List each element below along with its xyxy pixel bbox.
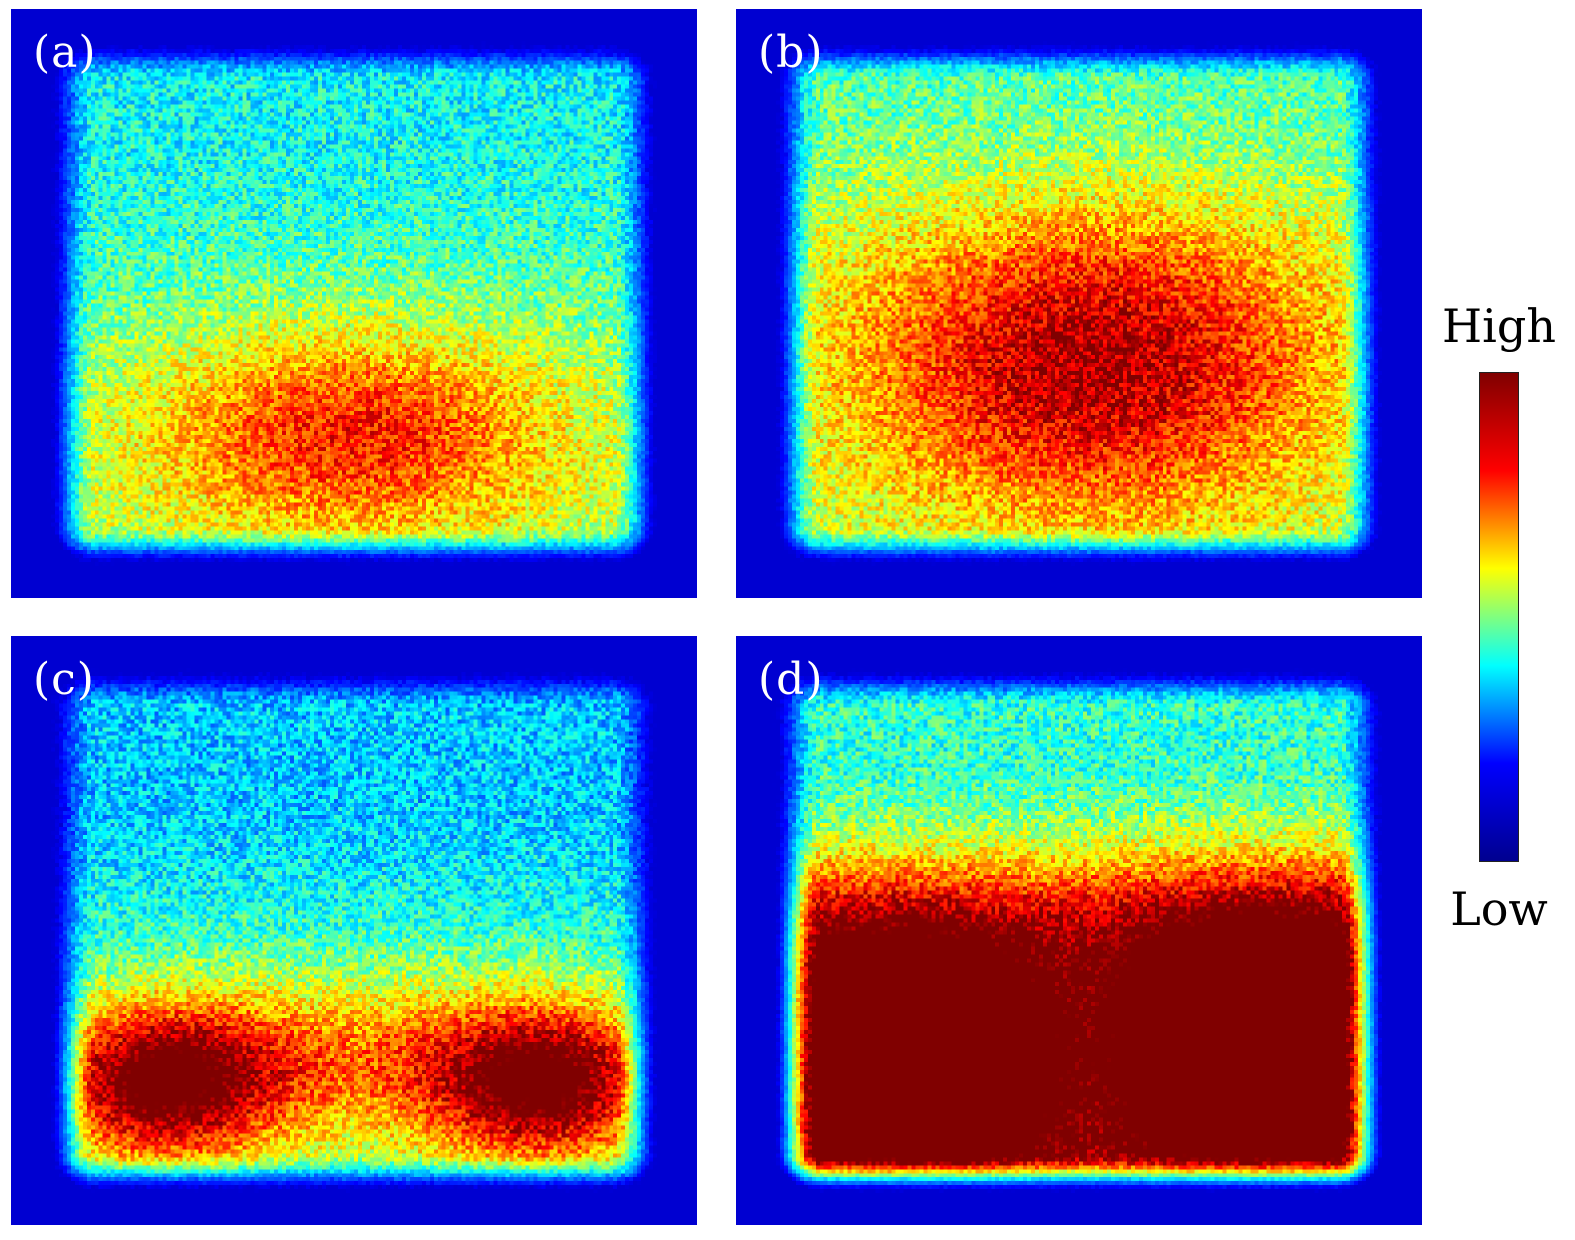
heatmap-canvas-c xyxy=(11,636,697,1225)
colorbar-high-label: High xyxy=(1442,299,1556,353)
panel-label-b: (b) xyxy=(758,27,824,78)
heatmap-panel-c: (c) xyxy=(11,636,697,1225)
heatmap-canvas-d xyxy=(736,636,1422,1225)
panel-label-a: (a) xyxy=(33,27,97,78)
colorbar-low-label: Low xyxy=(1450,882,1548,936)
heatmap-panel-a: (a) xyxy=(11,9,697,598)
heatmap-panel-d: (d) xyxy=(736,636,1422,1225)
panel-label-c: (c) xyxy=(33,654,95,705)
panel-label-d: (d) xyxy=(758,654,824,705)
heatmap-panel-b: (b) xyxy=(736,9,1422,598)
heatmap-canvas-a xyxy=(11,9,697,598)
heatmap-canvas-b xyxy=(736,9,1422,598)
colorbar xyxy=(1479,372,1519,862)
